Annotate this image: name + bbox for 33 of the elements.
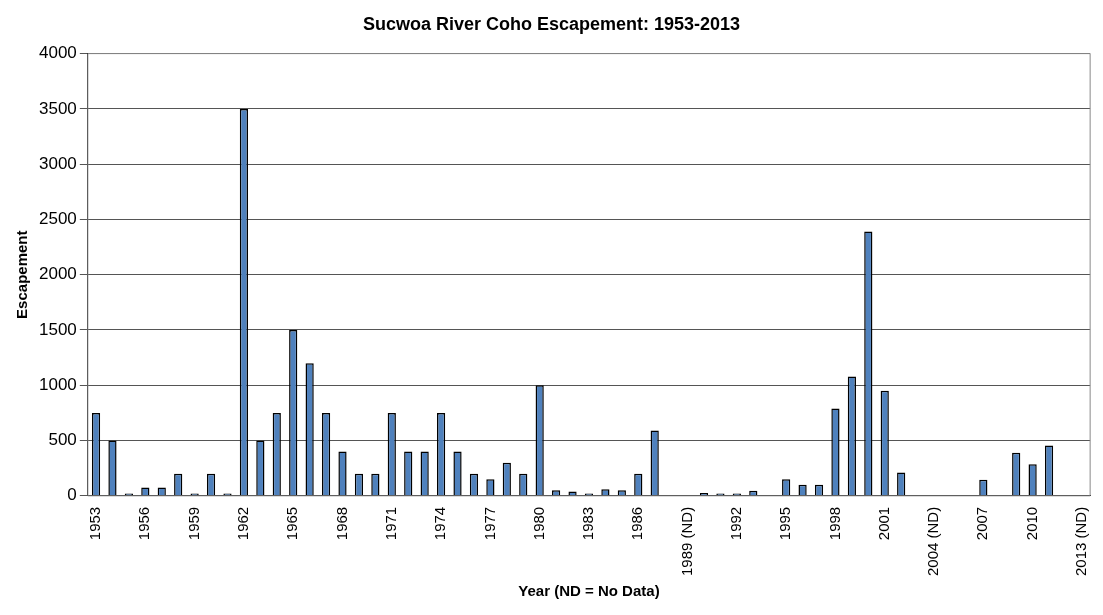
y-tick-label: 3500 xyxy=(38,98,77,118)
y-tick-label: 2500 xyxy=(38,209,77,229)
x-axis-title: Year (ND = No Data) xyxy=(518,582,660,600)
x-tick-label: 1965 xyxy=(283,506,301,541)
y-axis-title: Escapement xyxy=(13,230,31,319)
x-tick-label: 2007 xyxy=(973,506,991,541)
y-tick-label: 0 xyxy=(67,485,77,505)
x-tick-label: 1956 xyxy=(135,506,153,541)
x-tick-label: 2004 (ND) xyxy=(924,506,942,577)
y-tick-label: 1500 xyxy=(38,319,77,339)
x-tick-label: 1977 xyxy=(480,506,498,541)
x-tick-label: 1959 xyxy=(184,506,202,541)
y-tick-label: 4000 xyxy=(38,43,77,63)
x-tick-label: 1968 xyxy=(332,506,350,541)
y-tick-label: 2000 xyxy=(38,264,77,284)
x-tick-label: 1971 xyxy=(381,506,399,541)
chart-title: Sucwoa River Coho Escapement: 1953-2013 xyxy=(362,13,741,34)
x-tick-label: 1974 xyxy=(431,506,449,541)
x-tick-label: 2010 xyxy=(1022,506,1040,541)
x-tick-label: 2013 (ND) xyxy=(1072,506,1090,577)
x-tick-label: 1962 xyxy=(234,506,252,541)
x-tick-label: 1983 xyxy=(579,506,597,541)
x-tick-label: 1998 xyxy=(825,506,843,541)
y-tick-label: 1000 xyxy=(38,374,77,394)
y-tick-label: 500 xyxy=(48,430,77,450)
x-tick-label: 2001 xyxy=(874,506,892,541)
y-tick-label: 3000 xyxy=(38,153,77,173)
x-tick-label: 1953 xyxy=(86,506,104,541)
x-tick-label: 1995 xyxy=(776,506,794,541)
x-tick-label: 1986 xyxy=(628,506,646,541)
x-tick-label: 1989 (ND) xyxy=(677,506,695,577)
x-tick-label: 1980 xyxy=(529,506,547,541)
x-tick-label: 1992 xyxy=(727,506,744,541)
